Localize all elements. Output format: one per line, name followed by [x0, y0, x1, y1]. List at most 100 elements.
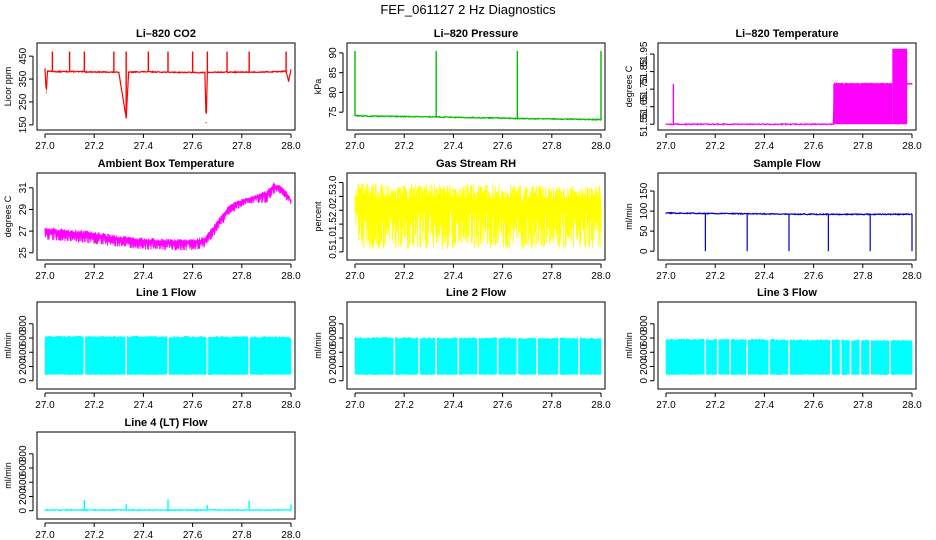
panel-title: Line 3 Flow [757, 287, 817, 299]
x-tick-label: 27.0 [656, 141, 676, 152]
x-tick-label: 27.6 [493, 400, 513, 411]
x-tick-label: 27.8 [853, 271, 873, 282]
y-tick-label: 51.85 [639, 59, 650, 84]
flow-gap [729, 336, 731, 378]
x-tick-label: 27.0 [345, 271, 365, 282]
x-tick-label: 27.4 [134, 400, 154, 411]
y-tick-label: 75 [328, 106, 339, 118]
panel-title: Gas Stream RH [436, 158, 516, 170]
x-tick-label: 27.4 [444, 141, 464, 152]
x-tick-label: 28.0 [281, 530, 301, 540]
x-tick-label: 27.0 [345, 141, 365, 152]
data-point [502, 117, 504, 119]
flow-gap [83, 333, 86, 378]
data-point [763, 213, 766, 215]
data-point [403, 115, 405, 118]
y-tick-label: 250 [18, 93, 29, 110]
plot-area [665, 211, 913, 252]
y-tick-label: 51.55 [639, 111, 650, 136]
flow-gap [746, 336, 748, 378]
x-tick-label: 27.0 [35, 400, 55, 411]
flow-gap [248, 334, 250, 378]
x-axis: 27.0 27.2 27.4 27.6 27.8 28.0 [345, 263, 611, 282]
y-axis: 0 50 100 150 ml/min [624, 182, 655, 254]
figure-title: FEF_061127 2 Hz Diagnostics [380, 2, 556, 17]
y-axis-label: ml/min [3, 332, 13, 359]
x-tick-label: 27.4 [134, 530, 154, 540]
plot-frame [36, 431, 296, 520]
y-tick-label: 0 [328, 378, 339, 384]
x-tick-label: 27.4 [444, 400, 464, 411]
x-tick-label: 27.6 [493, 141, 513, 152]
y-axis-label: ml/min [313, 332, 323, 359]
x-axis: 27.0 27.2 27.4 27.6 27.8 28.0 [656, 133, 922, 152]
flow-gap [859, 337, 862, 378]
x-tick-label: 27.8 [542, 400, 562, 411]
y-tick-label: 3.0 [328, 175, 339, 189]
y-tick-label: 200 [18, 358, 29, 375]
y-tick-label: 0 [18, 508, 29, 514]
panel-title: Li–820 Temperature [735, 28, 838, 40]
data-point [665, 212, 667, 214]
chart-panel: Line 1 Flow 27.0 27.2 27.4 27.6 27.8 28.0 0 2004… [3, 287, 301, 411]
x-tick-label: 28.0 [281, 400, 301, 411]
y-tick-label: 31 [18, 182, 29, 194]
plot-area [44, 333, 292, 378]
data-point [56, 71, 58, 73]
chart-panel: Li–820 Pressure 27.0 27.2 27.4 27.6 27.8 28.0 7… [313, 28, 611, 152]
y-tick-label: 100 [639, 202, 650, 219]
x-tick-label: 27.8 [542, 141, 562, 152]
plot-area [354, 183, 602, 249]
x-tick-label: 27.4 [444, 271, 464, 282]
plot-area [44, 51, 292, 124]
chart-panel: Gas Stream RH 27.0 27.2 27.4 27.6 27.8 28.0 0.5… [313, 158, 611, 282]
y-tick-label: 51.65 [639, 94, 650, 119]
y-tick-label: 800 [18, 315, 29, 332]
data-point [142, 71, 144, 73]
panel-title: Sample Flow [753, 158, 821, 170]
flow-gap [839, 337, 842, 378]
x-tick-label: 28.0 [902, 271, 922, 282]
data-point [44, 68, 46, 70]
data-point [128, 71, 130, 73]
x-axis: 27.0 27.2 27.4 27.6 27.8 28.0 [345, 392, 611, 411]
x-tick-label: 27.6 [183, 400, 203, 411]
plot-frame [657, 301, 917, 390]
y-tick-label: 150 [18, 116, 29, 133]
x-tick-label: 28.0 [281, 271, 301, 282]
data-point [265, 71, 267, 73]
x-tick-label: 28.0 [591, 141, 611, 152]
chart-panel: Sample Flow 27.0 27.2 27.4 27.6 27.8 28.0 0 50 10… [624, 158, 922, 282]
data-point [44, 509, 46, 511]
x-tick-label: 27.2 [705, 400, 725, 411]
plot-frame [346, 42, 606, 131]
x-tick-label: 27.8 [232, 271, 252, 282]
y-tick-label: 800 [18, 445, 29, 462]
x-tick-label: 28.0 [281, 141, 301, 152]
y-tick-label: 600 [18, 329, 29, 346]
x-tick-label: 27.2 [84, 271, 104, 282]
data-point [204, 72, 206, 74]
x-axis: 27.0 27.2 27.4 27.6 27.8 28.0 [35, 522, 301, 540]
x-tick-label: 28.0 [591, 271, 611, 282]
data-point [714, 212, 716, 215]
y-axis: 75 80 85 90 kPa [313, 47, 344, 118]
y-tick-label: 800 [639, 315, 650, 332]
data-point [366, 115, 368, 117]
x-tick-label: 27.2 [394, 141, 414, 152]
flow-gap [477, 335, 479, 378]
x-tick-label: 27.6 [493, 271, 513, 282]
x-tick-label: 27.8 [853, 141, 873, 152]
x-axis: 27.0 27.2 27.4 27.6 27.8 28.0 [35, 392, 301, 411]
x-tick-label: 27.2 [705, 141, 725, 152]
flow-gap [578, 335, 580, 378]
y-axis-label: kPa [313, 79, 323, 95]
x-tick-label: 27.4 [755, 400, 775, 411]
panel-title: Line 2 Flow [446, 287, 506, 299]
x-tick-label: 27.0 [656, 271, 676, 282]
y-axis-label: Licor ppm [3, 67, 13, 107]
